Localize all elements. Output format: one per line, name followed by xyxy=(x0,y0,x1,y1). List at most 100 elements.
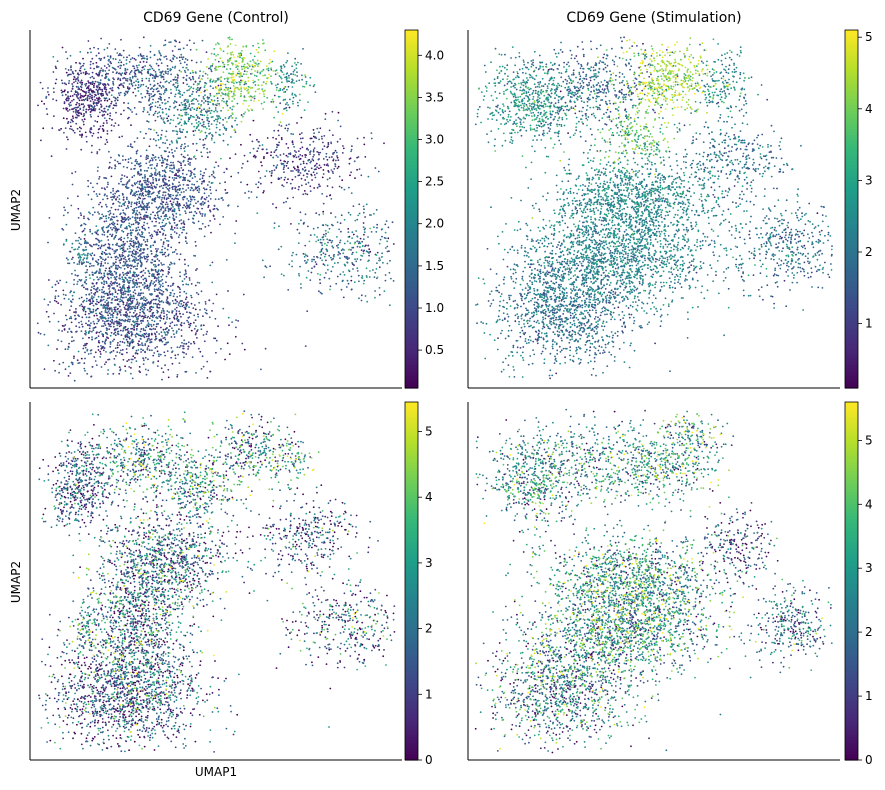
scatter-point xyxy=(281,139,283,141)
scatter-point xyxy=(127,102,129,104)
scatter-point xyxy=(146,120,148,122)
scatter-point xyxy=(154,333,156,335)
scatter-point xyxy=(83,230,85,232)
scatter-point xyxy=(123,294,125,296)
scatter-point xyxy=(151,280,153,282)
scatter-point xyxy=(187,321,189,323)
scatter-point xyxy=(146,191,148,193)
scatter-point xyxy=(152,182,154,184)
scatter-point xyxy=(322,211,324,213)
scatter-point xyxy=(115,58,117,60)
scatter-point xyxy=(132,355,134,357)
scatter-point xyxy=(109,270,111,272)
scatter-point xyxy=(186,320,188,322)
scatter-point xyxy=(91,282,93,284)
scatter-point xyxy=(136,360,138,362)
scatter-point xyxy=(75,78,77,80)
scatter-point xyxy=(147,338,149,340)
scatter-point xyxy=(179,161,181,163)
scatter-point xyxy=(113,287,115,289)
scatter-point xyxy=(78,115,80,117)
scatter-point xyxy=(213,176,215,178)
scatter-point xyxy=(147,320,149,322)
scatter-point xyxy=(131,111,133,113)
scatter-point xyxy=(77,128,79,130)
scatter-point xyxy=(154,290,156,292)
scatter-point xyxy=(97,287,99,289)
scatter-point xyxy=(170,41,172,43)
scatter-point xyxy=(258,181,260,183)
scatter-point xyxy=(149,186,151,188)
scatter-point xyxy=(53,71,55,73)
scatter-point xyxy=(101,325,103,327)
scatter-point xyxy=(331,156,333,158)
scatter-point xyxy=(93,191,95,193)
scatter-point xyxy=(173,283,175,285)
scatter-point xyxy=(150,324,152,326)
scatter-point xyxy=(173,295,175,297)
scatter-point xyxy=(158,300,160,302)
scatter-point xyxy=(201,100,203,102)
scatter-point xyxy=(218,85,220,87)
scatter-point xyxy=(96,331,98,333)
scatter-point xyxy=(313,154,315,156)
scatter-point xyxy=(108,285,110,287)
scatter-point xyxy=(161,222,163,224)
scatter-point xyxy=(188,219,190,221)
scatter-point xyxy=(127,187,129,189)
scatter-point xyxy=(316,128,318,130)
scatter-point xyxy=(109,118,111,120)
scatter-point xyxy=(379,294,381,296)
scatter-point xyxy=(176,101,178,103)
scatter-point xyxy=(181,56,183,58)
scatter-point xyxy=(149,308,151,310)
scatter-point xyxy=(128,246,130,248)
scatter-point xyxy=(106,333,108,335)
scatter-point xyxy=(148,206,150,208)
scatter-point xyxy=(165,328,167,330)
scatter-point xyxy=(218,165,220,167)
scatter-point xyxy=(132,300,134,302)
scatter-point xyxy=(159,186,161,188)
scatter-point xyxy=(166,215,168,217)
scatter-point xyxy=(113,238,115,240)
scatter-point xyxy=(144,228,146,230)
scatter-point xyxy=(271,170,273,172)
scatter-point xyxy=(92,187,94,189)
scatter-point xyxy=(331,240,333,242)
scatter-point xyxy=(184,164,186,166)
scatter-point xyxy=(94,105,96,107)
scatter-point xyxy=(305,183,307,185)
scatter-point xyxy=(215,161,217,163)
scatter-point xyxy=(127,217,129,219)
scatter-point xyxy=(137,343,139,345)
scatter-point xyxy=(83,121,85,123)
scatter-point xyxy=(392,221,394,223)
scatter-point xyxy=(133,192,135,194)
scatter-point xyxy=(140,101,142,103)
scatter-point xyxy=(188,306,190,308)
scatter-point xyxy=(140,282,142,284)
scatter-point xyxy=(115,209,117,211)
scatter-point xyxy=(83,250,85,252)
scatter-point xyxy=(256,196,258,198)
scatter-point xyxy=(103,274,105,276)
scatter-point xyxy=(136,316,138,318)
scatter-point xyxy=(361,294,363,296)
scatter-point xyxy=(182,179,184,181)
scatter-point xyxy=(78,263,80,265)
scatter-point xyxy=(185,283,187,285)
scatter-point xyxy=(48,279,50,281)
scatter-point xyxy=(165,187,167,189)
scatter-point xyxy=(123,231,125,233)
scatter-point xyxy=(108,217,110,219)
scatter-point xyxy=(91,286,93,288)
scatter-point xyxy=(112,87,114,89)
scatter-point xyxy=(112,264,114,266)
scatter-point xyxy=(109,267,111,269)
scatter-point xyxy=(131,315,133,317)
scatter-point xyxy=(176,301,178,303)
scatter-point xyxy=(119,341,121,343)
scatter-point xyxy=(237,172,239,174)
scatter-point xyxy=(318,185,320,187)
